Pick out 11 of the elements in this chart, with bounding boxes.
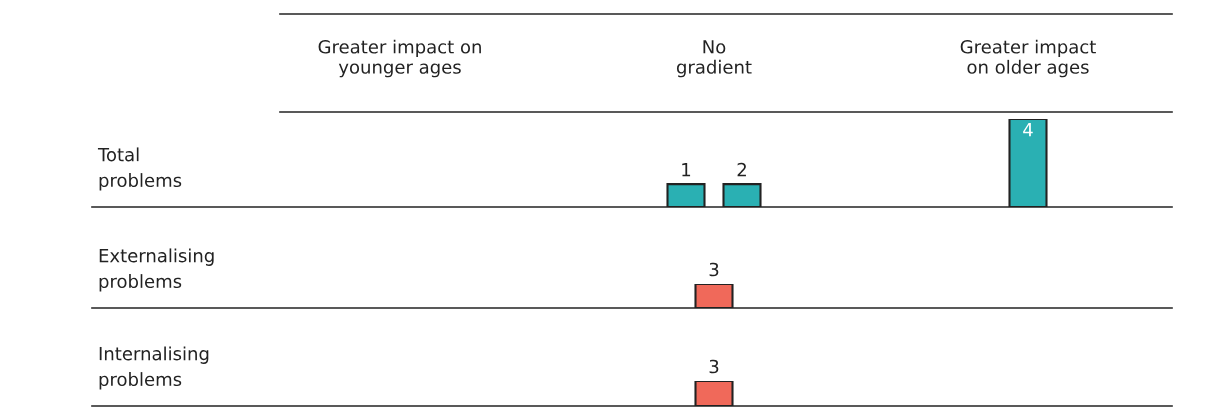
series-label: 4 [1023, 123, 1033, 137]
series-label: 3 [709, 262, 719, 277]
series-label: 1 [682, 163, 691, 177]
x-tick-label: Greater impact on younger ages [318, 39, 481, 78]
x-tick-label: Greater impact on older ages [960, 39, 1096, 78]
series-label: 3 [709, 359, 719, 374]
y-axis-title: Total problems [97, 147, 182, 191]
x-tick-label: No gradient [676, 40, 752, 78]
y-axis-title: Internalising problems [99, 346, 209, 390]
y-axis-title: Externalising problems [99, 248, 214, 292]
series-label: 2 [737, 162, 746, 177]
